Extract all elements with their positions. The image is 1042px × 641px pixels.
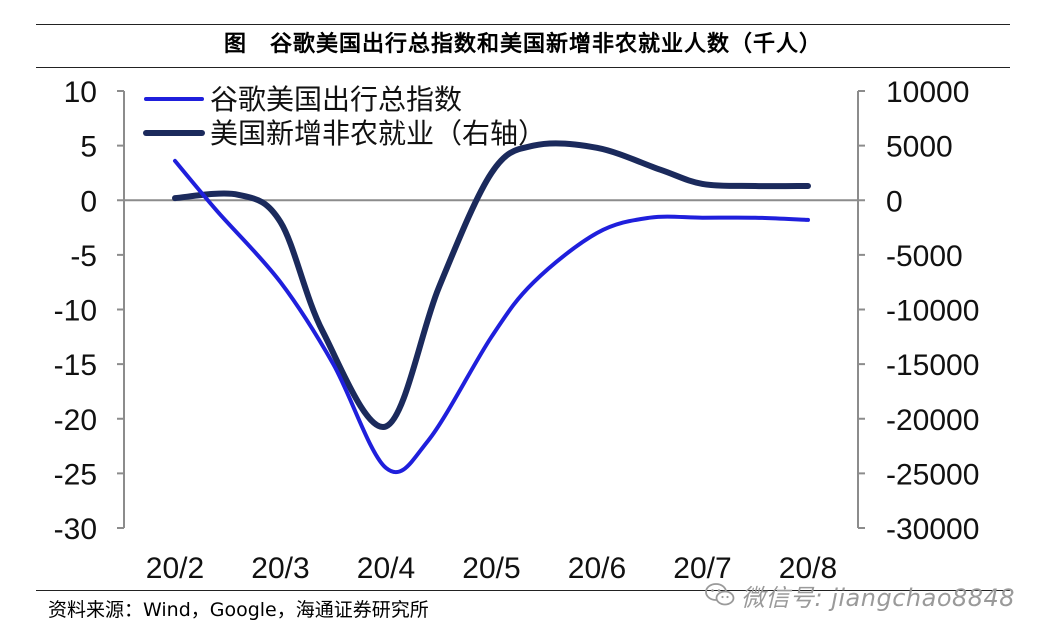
left-tick-label: -5 bbox=[70, 240, 97, 273]
x-tick-label: 20/2 bbox=[146, 552, 204, 585]
x-tick-label: 20/8 bbox=[779, 552, 837, 585]
left-tick-label: -30 bbox=[54, 513, 97, 546]
series-line-google-mobility bbox=[173, 158, 810, 475]
source-note: 资料来源：Wind，Google，海通证券研究所 bbox=[48, 599, 429, 621]
left-tick-label: -25 bbox=[54, 458, 97, 491]
left-tick-label: -15 bbox=[54, 349, 97, 382]
left-tick-label: -10 bbox=[54, 295, 97, 328]
chart-svg: 10 5 0 -5 -10 -15 -20 -25 -30 10000 5000 0 -5000 -100… bbox=[54, 76, 980, 585]
bottom-rule bbox=[36, 590, 1010, 591]
left-tick-label: -20 bbox=[54, 404, 97, 437]
top-rule bbox=[36, 24, 1010, 25]
x-tick-label: 20/6 bbox=[568, 552, 626, 585]
chart-title: 图 谷歌美国出行总指数和美国新增非农就业人数（千人） bbox=[223, 32, 822, 57]
x-tick-label: 20/4 bbox=[357, 552, 415, 585]
title-rule bbox=[36, 67, 1010, 68]
right-tick-label: -5000 bbox=[886, 240, 963, 273]
right-tick-label: -15000 bbox=[886, 349, 979, 382]
left-tick-label: 0 bbox=[80, 185, 97, 218]
x-tick-label: 20/7 bbox=[673, 552, 731, 585]
legend-label: 美国新增非农就业（右轴） bbox=[210, 117, 546, 150]
right-tick-label: 10000 bbox=[886, 76, 969, 109]
series-line-nonfarm-payrolls bbox=[172, 140, 811, 430]
right-tick-label: -10000 bbox=[886, 295, 979, 328]
right-tick-label: -25000 bbox=[886, 458, 979, 491]
right-tick-label: -20000 bbox=[886, 404, 979, 437]
chart-axes: 10 5 0 -5 -10 -15 -20 -25 -30 10000 5000 0 -5000 -100… bbox=[54, 76, 980, 585]
left-tick-label: 5 bbox=[80, 131, 97, 164]
right-tick-label: 5000 bbox=[886, 131, 953, 164]
right-tick-label: 0 bbox=[886, 185, 903, 218]
watermark-text: 微信号: jiangchao8848 bbox=[741, 583, 1016, 612]
x-tick-label: 20/3 bbox=[251, 552, 309, 585]
wechat-logo-icon bbox=[705, 583, 735, 606]
wechat-watermark: 微信号: jiangchao8848 bbox=[705, 578, 1015, 612]
left-tick-label: 10 bbox=[64, 76, 97, 109]
x-tick-label: 20/5 bbox=[462, 552, 520, 585]
right-tick-label: -30000 bbox=[886, 513, 979, 546]
legend-label: 谷歌美国出行总指数 bbox=[210, 83, 462, 116]
chart-series-lines bbox=[172, 140, 811, 475]
